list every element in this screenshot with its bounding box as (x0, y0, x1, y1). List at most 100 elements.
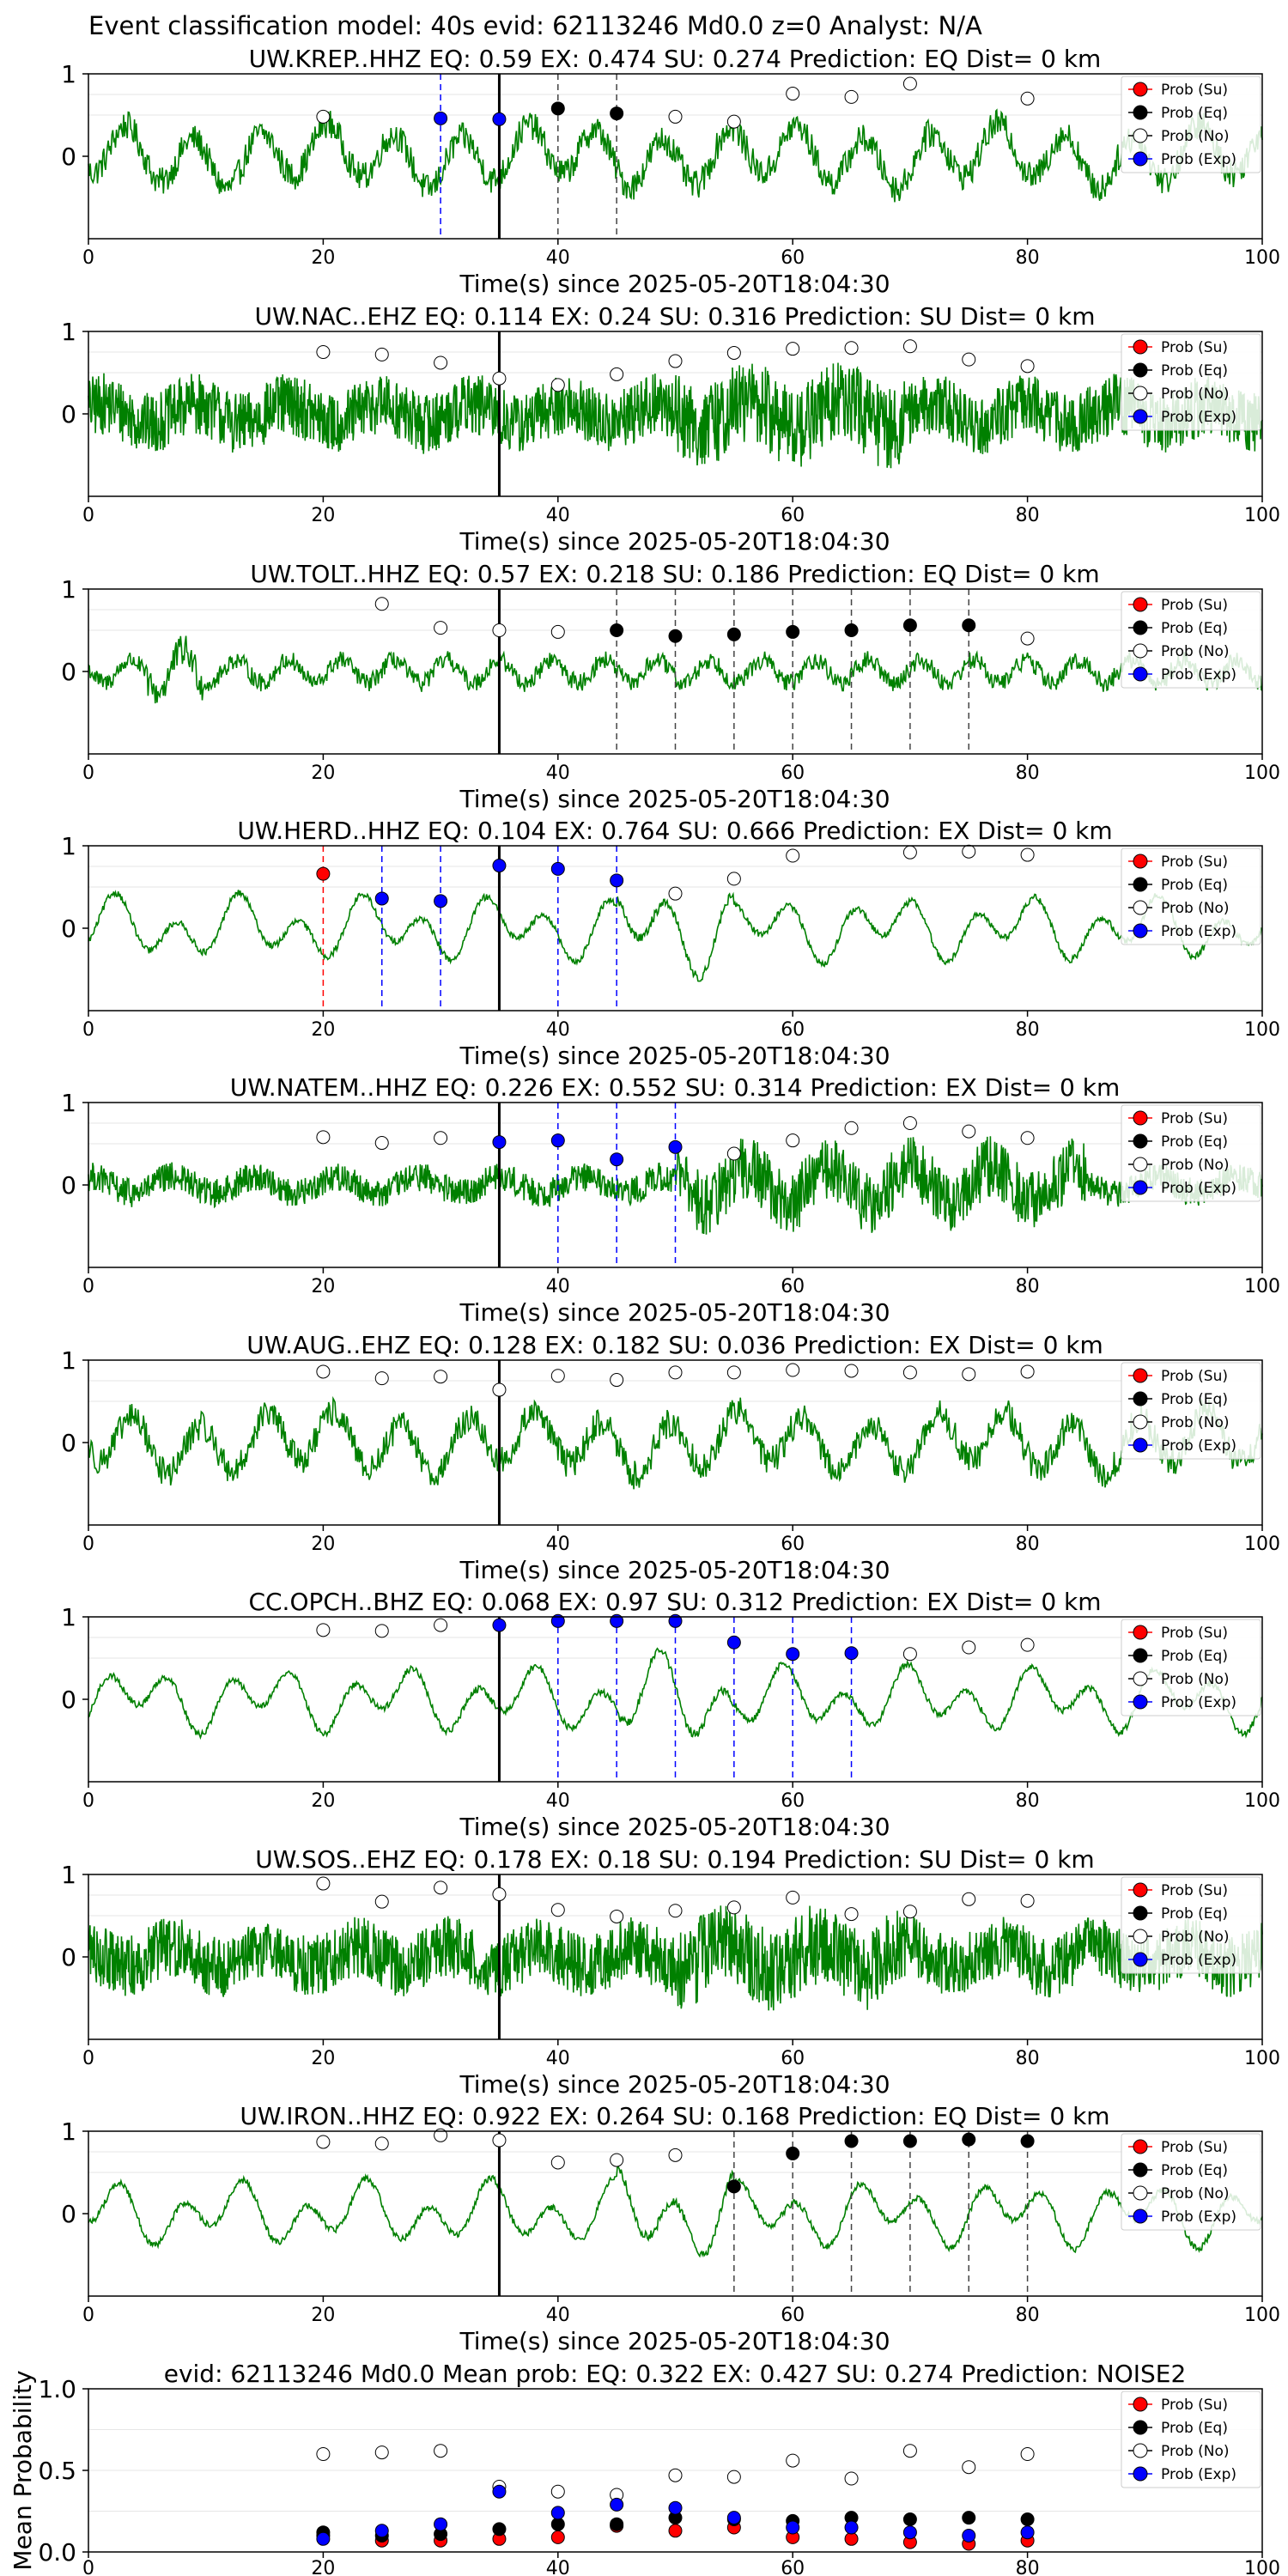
panel-xlabel: Time(s) since 2025-05-20T18:04:30 (459, 1042, 890, 1070)
x-tick-label-0: 0 (82, 762, 94, 784)
prob-marker-9 (844, 1364, 859, 1378)
legend-label-1: Prob (Eq) (1161, 105, 1228, 122)
legend-box (1121, 591, 1261, 689)
x-tick-label-1: 20 (311, 1790, 335, 1812)
prob-marker-9 (844, 1907, 859, 1922)
legend-label-1: Prob (Eq) (1161, 1648, 1228, 1665)
prob-marker-7 (726, 2179, 741, 2194)
x-tick-label-5: 100 (1244, 2048, 1280, 2069)
x-tick-label-1: 20 (311, 247, 335, 269)
x-tick-label-4: 80 (1016, 247, 1040, 269)
x-tick-label-5: 100 (1244, 2305, 1280, 2326)
legend-label-0: Prob (Su) (1161, 2397, 1228, 2414)
prob-marker-2 (434, 1131, 448, 1145)
mean-marker-exp-1 (374, 2524, 389, 2538)
mean-panel-ylabel: Mean Probability (9, 2370, 37, 2570)
prob-marker-8 (844, 89, 859, 104)
legend-label-0: Prob (Su) (1161, 1625, 1228, 1642)
legend-marker-3 (1133, 2208, 1148, 2224)
prob-marker-2 (492, 623, 507, 637)
legend-label-1: Prob (Eq) (1161, 362, 1228, 380)
y-tick-label-1: 0 (61, 1171, 76, 1200)
prob-marker-11 (962, 1367, 976, 1382)
prob-marker-9 (844, 2134, 859, 2148)
panel-xlabel: Time(s) since 2025-05-20T18:04:30 (459, 2070, 890, 2099)
panel-title: UW.TOLT..HHZ EQ: 0.57 EX: 0.218 SU: 0.18… (250, 560, 1099, 588)
legend-marker-1 (1133, 362, 1148, 378)
panel-title: UW.KREP..HHZ EQ: 0.59 EX: 0.474 SU: 0.27… (249, 45, 1102, 73)
prob-marker-6 (668, 1613, 683, 1628)
x-tick-label-5: 100 (1244, 247, 1280, 269)
x-tick-label-5: 100 (1244, 1276, 1280, 1297)
waveform-trace (88, 1647, 1263, 1741)
prob-marker-1 (374, 2136, 389, 2151)
legend-marker-2 (1133, 128, 1148, 143)
legend-label-2: Prob (No) (1161, 2185, 1230, 2202)
x-tick-label-1: 20 (311, 2305, 335, 2326)
panel-xlabel: Time(s) since 2025-05-20T18:04:30 (459, 270, 890, 298)
prob-marker-0 (316, 2135, 331, 2149)
x-tick-label-1: 20 (311, 1534, 335, 1555)
prob-marker-9 (844, 341, 859, 355)
prob-marker-0 (316, 1623, 331, 1637)
prob-marker-5 (610, 1373, 624, 1388)
y-tick-label-1: 0 (61, 1686, 76, 1714)
prob-marker-3 (492, 1618, 507, 1632)
prob-marker-8 (786, 1133, 800, 1148)
x-tick-label-5: 100 (1244, 1019, 1280, 1041)
legend-marker-3 (1133, 1952, 1148, 1967)
legend-marker-3 (1133, 666, 1148, 682)
prob-marker-8 (786, 2146, 800, 2160)
legend-marker-0 (1133, 1110, 1148, 1126)
legend-box (1121, 1876, 1261, 1974)
legend-marker-0 (1133, 2139, 1148, 2154)
legend-label-1: Prob (Eq) (1161, 1905, 1228, 1923)
panel-title: UW.HERD..HHZ EQ: 0.104 EX: 0.764 SU: 0.6… (237, 817, 1112, 845)
prob-marker-2 (434, 355, 448, 370)
mean-marker-eq-3 (492, 2522, 507, 2537)
x-tick-label-0: 0 (82, 505, 94, 526)
legend-marker-0 (1133, 339, 1148, 355)
legend-marker-1 (1133, 1133, 1148, 1149)
waveform-trace (88, 1905, 1263, 2011)
legend-label-2: Prob (No) (1161, 1929, 1230, 1946)
prob-marker-2 (434, 1370, 448, 1384)
legend-marker-1 (1133, 1391, 1148, 1406)
mean-marker-exp-10 (902, 2525, 917, 2540)
mean-marker-su-6 (668, 2524, 683, 2538)
legend-label-0: Prob (Su) (1161, 82, 1228, 99)
legend-marker-3 (1133, 2466, 1148, 2482)
legend-label-0: Prob (Su) (1161, 597, 1228, 614)
legend-marker-2 (1133, 2185, 1148, 2201)
x-tick-label-0: 0 (82, 1019, 94, 1041)
legend-label-3: Prob (Exp) (1161, 151, 1236, 168)
prob-marker-7 (786, 624, 800, 639)
legend-marker-1 (1133, 1905, 1148, 1921)
mean-marker-no-11 (962, 2460, 976, 2475)
x-tick-label-3: 60 (781, 1790, 805, 1812)
prob-marker-6 (668, 1365, 683, 1380)
y-tick-label-0: 1 (61, 318, 76, 346)
legend-marker-1 (1133, 2420, 1148, 2435)
legend-label-2: Prob (No) (1161, 128, 1230, 145)
mean-marker-no-2 (434, 2444, 448, 2458)
y-tick-label-1: 0.5 (38, 2457, 76, 2485)
x-tick-label-3: 60 (781, 1534, 805, 1555)
y-tick-label-0: 1 (61, 60, 76, 88)
prob-marker-10 (1020, 91, 1035, 106)
prob-marker-8 (844, 623, 859, 637)
y-tick-label-0: 1.0 (38, 2375, 76, 2403)
legend-label-2: Prob (No) (1161, 1671, 1230, 1688)
legend-label-2: Prob (No) (1161, 900, 1230, 917)
legend-label-3: Prob (Exp) (1161, 1180, 1236, 1197)
prob-marker-1 (374, 347, 389, 361)
legend-box (1121, 2391, 1261, 2488)
legend-label-3: Prob (Exp) (1161, 2208, 1236, 2226)
prob-marker-11 (962, 2132, 976, 2147)
prob-marker-12 (1020, 2134, 1035, 2148)
x-tick-label-5: 100 (1244, 1790, 1280, 1812)
legend-label-2: Prob (No) (1161, 1414, 1230, 1431)
